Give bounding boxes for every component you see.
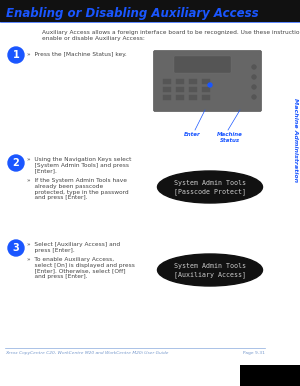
Text: Xerox CopyCentre C20, WorkCentre M20 and WorkCentre M20i User Guide: Xerox CopyCentre C20, WorkCentre M20 and… [5, 351, 169, 355]
FancyBboxPatch shape [188, 86, 197, 93]
Text: »  Select [Auxiliary Access] and
    press [Enter].: » Select [Auxiliary Access] and press [E… [27, 242, 120, 253]
Circle shape [251, 84, 257, 90]
FancyBboxPatch shape [240, 365, 300, 386]
Text: Machine
Status: Machine Status [217, 132, 243, 143]
Circle shape [8, 155, 24, 171]
Text: Machine Administration: Machine Administration [293, 98, 298, 182]
FancyBboxPatch shape [154, 51, 262, 112]
Text: Enabling or Disabling Auxiliary Access: Enabling or Disabling Auxiliary Access [6, 7, 259, 20]
FancyBboxPatch shape [202, 95, 211, 100]
Text: 2: 2 [13, 158, 20, 168]
Text: [Passcode Protect]: [Passcode Protect] [174, 189, 246, 195]
Text: »  To enable Auxiliary Access,
    select [On] is displayed and press
    [Enter: » To enable Auxiliary Access, select [On… [27, 257, 135, 279]
FancyBboxPatch shape [176, 95, 184, 100]
Text: »  Using the Navigation Keys select
    [System Admin Tools] and press
    [Ente: » Using the Navigation Keys select [Syst… [27, 157, 131, 174]
Text: 1: 1 [13, 50, 20, 60]
Circle shape [208, 83, 212, 87]
Text: Auxiliary Access allows a foreign interface board to be recognized. Use these in: Auxiliary Access allows a foreign interf… [42, 30, 300, 41]
Circle shape [251, 64, 257, 70]
FancyBboxPatch shape [174, 56, 231, 73]
FancyBboxPatch shape [188, 78, 197, 85]
Text: System Admin Tools: System Admin Tools [174, 180, 246, 186]
Ellipse shape [158, 254, 262, 286]
FancyBboxPatch shape [188, 95, 197, 100]
FancyBboxPatch shape [202, 86, 211, 93]
FancyBboxPatch shape [0, 0, 300, 22]
Text: System Admin Tools: System Admin Tools [174, 263, 246, 269]
Circle shape [8, 47, 24, 63]
Text: 3: 3 [13, 243, 20, 253]
FancyBboxPatch shape [176, 78, 184, 85]
Ellipse shape [158, 171, 262, 203]
Text: Page 9-31: Page 9-31 [243, 351, 265, 355]
FancyBboxPatch shape [163, 86, 172, 93]
FancyBboxPatch shape [176, 86, 184, 93]
Circle shape [251, 94, 257, 100]
FancyBboxPatch shape [163, 95, 172, 100]
Circle shape [251, 74, 257, 80]
Circle shape [8, 240, 24, 256]
FancyBboxPatch shape [163, 78, 172, 85]
Text: »  If the System Admin Tools have
    already been passcode
    protected, type : » If the System Admin Tools have already… [27, 178, 129, 200]
Text: [Auxiliary Access]: [Auxiliary Access] [174, 272, 246, 278]
Text: »  Press the [Machine Status] key.: » Press the [Machine Status] key. [27, 52, 127, 57]
Text: Enter: Enter [184, 132, 200, 137]
FancyBboxPatch shape [202, 78, 211, 85]
